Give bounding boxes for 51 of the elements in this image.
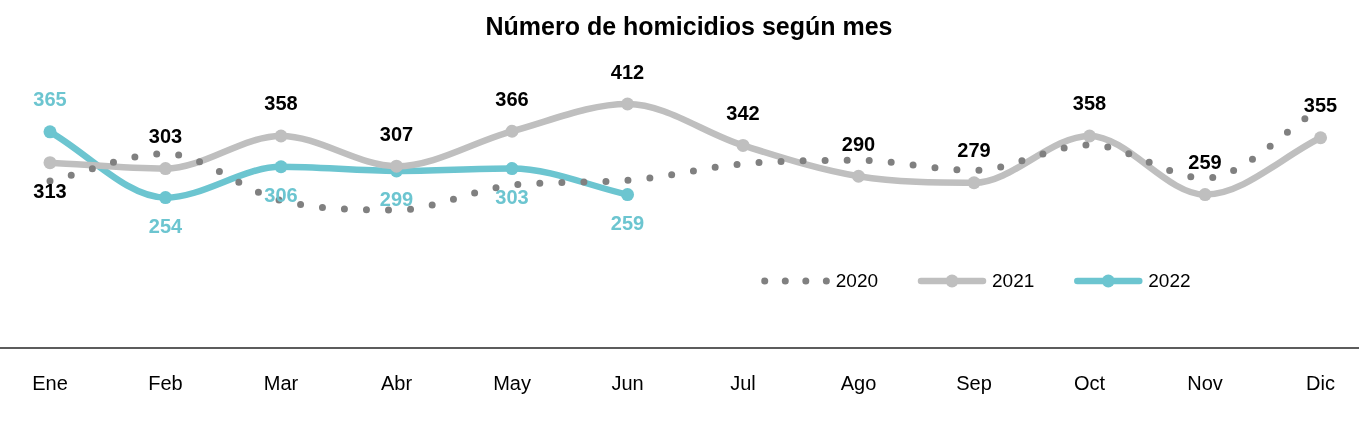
point: [505, 162, 519, 176]
x-tick-label: Ago: [840, 371, 877, 394]
x-tick-label: Nov: [1187, 371, 1223, 394]
data-label: 412: [610, 60, 645, 83]
point: [1314, 131, 1328, 145]
point: [621, 188, 635, 202]
data-label: 355: [1303, 94, 1338, 117]
point: [159, 191, 173, 205]
data-label: 313: [33, 180, 67, 203]
point: [852, 169, 866, 183]
point: [274, 160, 288, 174]
x-tick-label: Oct: [1073, 371, 1106, 394]
point: [621, 97, 635, 111]
point: [390, 159, 404, 173]
x-tick-label: Ene: [32, 371, 68, 394]
data-label: 254: [148, 215, 184, 238]
data-label: 299: [379, 188, 414, 211]
legend-label: 2021: [992, 270, 1035, 292]
point: [43, 125, 57, 139]
point: [1198, 188, 1212, 202]
data-label: 342: [726, 101, 760, 124]
point: [505, 124, 519, 138]
point: [736, 138, 750, 152]
data-label: 279: [957, 139, 991, 162]
x-tick-label: Sep: [956, 371, 992, 394]
x-tick-label: Abr: [380, 371, 413, 394]
data-label: 358: [1072, 92, 1107, 115]
data-label: 303: [495, 186, 529, 209]
x-tick-label: Mar: [263, 371, 299, 394]
x-tick-label: May: [493, 371, 531, 394]
data-label: 259: [610, 212, 645, 235]
data-label: 306: [264, 184, 298, 207]
data-label: 307: [379, 122, 414, 145]
data-label: 259: [1188, 151, 1222, 174]
x-tick-label: Dic: [1306, 371, 1335, 394]
data-label: 358: [264, 92, 298, 115]
legend-label: 2020: [835, 270, 879, 292]
data-label: 365: [33, 88, 67, 111]
data-label: 303: [148, 125, 183, 148]
point: [43, 156, 57, 170]
x-tick-label: Feb: [148, 371, 183, 394]
point: [159, 162, 173, 176]
data-label: 290: [841, 132, 876, 155]
legend-label: 2022: [1148, 270, 1191, 292]
point: [967, 176, 981, 190]
data-label: 366: [495, 87, 529, 110]
chart-title: Número de homicidios según mes: [485, 11, 893, 40]
x-tick-label: Jun: [611, 371, 644, 394]
point: [1083, 129, 1097, 143]
point: [274, 129, 288, 143]
x-tick-label: Jul: [730, 371, 756, 394]
